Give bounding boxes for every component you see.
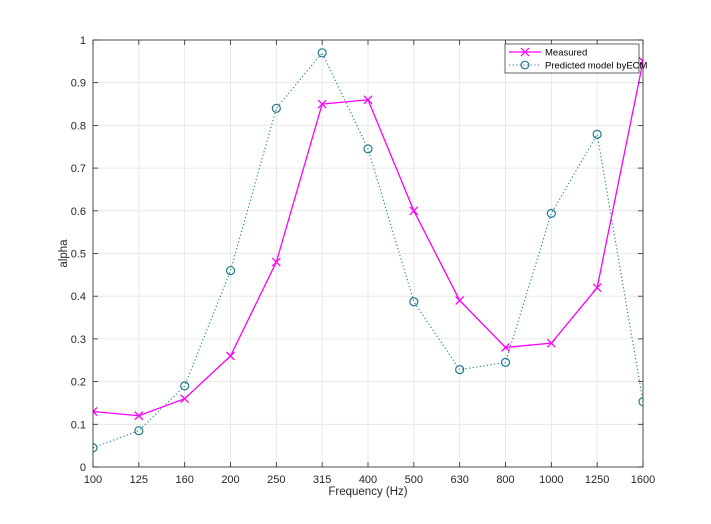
data-point-circle-marker [134,426,144,436]
data-point-x-marker [180,394,190,404]
data-point-x-marker [271,257,281,267]
ticks: 100 125 160 200 250 315 400 500 630 800 1000 1250 16… [71,35,656,486]
y-tick-label: 0.7 [71,163,86,175]
data-point-x-marker [592,283,602,293]
x-tick-label: 800 [496,474,514,486]
legend-measured-marker [520,47,530,57]
data-point-x-marker [317,99,327,109]
y-tick-label: 0.1 [71,419,86,431]
series-1 [93,48,643,453]
x-tick-label: 1000 [539,474,563,486]
data-point-circle-marker [409,297,419,307]
x-tick-label: 125 [130,474,148,486]
data-point-x-marker [363,95,373,105]
x-tick-label: 160 [175,474,193,486]
data-point-circle-marker [317,48,327,58]
data-point-circle-marker [546,208,556,218]
y-tick-label: 0.3 [71,334,86,346]
x-tick-label: 500 [405,474,423,486]
y-tick-label: 0.2 [71,377,86,389]
data-point-x-marker [501,342,510,352]
x-axis-label: Frequency (Hz) [328,486,407,498]
series-layer [93,48,643,453]
x-tick-label: 1250 [585,474,609,486]
x-tick-label: 315 [313,474,331,486]
y-tick-label: 0.5 [71,249,86,261]
data-point-x-marker [455,296,465,305]
x-tick-label: 250 [267,474,285,486]
y-tick-label: 0 [80,462,86,474]
y-tick-label: 0.8 [71,120,86,132]
data-point-circle-marker [638,397,643,407]
data-point-circle-marker [225,265,236,276]
y-tick-label: 0.4 [71,291,86,303]
legend-measured-label: Measured [545,48,587,59]
data-point-circle-marker [93,443,98,453]
y-axis-label: alpha [58,239,70,268]
data-point-x-marker [134,411,144,421]
data-point-circle-marker [592,129,602,139]
y-tick-label: 0.6 [71,206,86,218]
x-tick-label: 100 [84,474,102,486]
grid [92,39,644,468]
x-tick-label: 630 [450,474,468,486]
data-point-circle-marker [363,144,373,154]
data-point-circle-marker [271,103,281,113]
data-point-x-marker [546,338,556,348]
series-0 [93,56,643,421]
data-point-circle-marker [180,381,190,391]
x-tick-label: 200 [221,474,239,486]
series-line [93,51,643,449]
legend: Measured Predicted model byECM [504,43,648,74]
y-tick-label: 1 [80,35,86,47]
x-tick-label: 400 [359,474,377,486]
legend-predicted-label: Predicted model byECM [545,61,648,72]
data-point-x-marker [409,206,419,216]
data-point-circle-marker [455,365,465,375]
data-point-x-marker [226,351,235,361]
data-point-x-marker [638,56,643,66]
legend-predicted-marker [520,60,530,70]
data-point-x-marker [93,407,98,416]
x-tick-label: 1600 [631,474,655,486]
y-tick-label: 0.9 [71,78,86,90]
data-point-circle-marker [500,357,511,367]
